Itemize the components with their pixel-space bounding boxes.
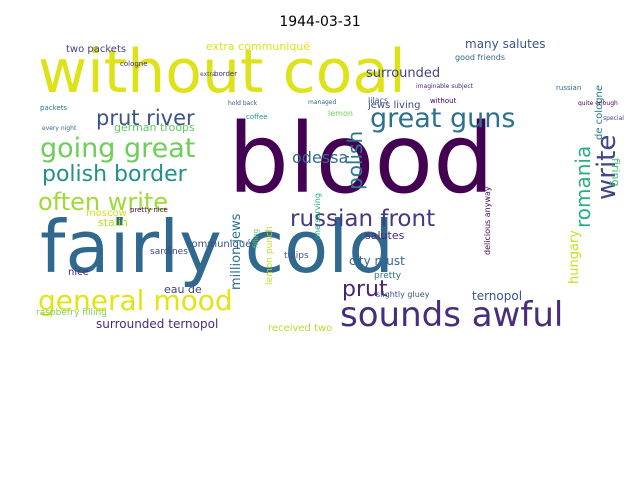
cloud-word: odessa bbox=[292, 148, 348, 167]
cloud-word: moscow bbox=[86, 208, 127, 219]
cloud-word: german troops bbox=[114, 121, 195, 134]
cloud-word: delicious anyway bbox=[483, 186, 492, 255]
cloud-word: extra communiqué bbox=[206, 40, 310, 53]
cloud-word: city must bbox=[349, 254, 405, 268]
cloud-word: lilacs bbox=[368, 96, 388, 105]
cloud-word: packets bbox=[40, 104, 67, 112]
cloud-word: write bbox=[592, 135, 622, 200]
cloud-word: eau de bbox=[164, 283, 202, 296]
cloud-word: pretty bbox=[374, 271, 402, 281]
cloud-word: every night bbox=[42, 125, 77, 132]
cloud-word: imaginable subject bbox=[416, 83, 474, 90]
cloud-word: polish bbox=[343, 131, 367, 190]
cloud-word: sardines bbox=[150, 247, 188, 257]
cloud-word: hungary bbox=[567, 230, 582, 284]
cloud-word: surrounded ternopol bbox=[96, 317, 218, 331]
cloud-word: going great bbox=[40, 133, 195, 164]
cloud-word: many salutes bbox=[465, 37, 545, 51]
cloud-word: ternopol bbox=[472, 289, 522, 303]
cloud-word: million jews bbox=[229, 213, 244, 290]
cloud-word: pretty nice bbox=[130, 206, 168, 214]
cloud-word: extra bbox=[200, 71, 216, 78]
cloud-word: great guns bbox=[370, 103, 515, 134]
cloud-word: fairly cold bbox=[40, 205, 394, 289]
cloud-word: de cologne bbox=[594, 85, 605, 140]
cloud-word: without coal bbox=[38, 37, 406, 107]
cloud-word: two packets bbox=[66, 44, 126, 55]
cloud-word: general mood bbox=[38, 284, 233, 317]
cloud-word: blood bbox=[228, 103, 494, 215]
chart-title: 1944-03-31 bbox=[279, 14, 361, 30]
cloud-word: lemon bbox=[328, 109, 353, 118]
cloud-word: jews living bbox=[367, 100, 420, 111]
cloud-word: prut bbox=[342, 277, 388, 302]
cloud-word: firing bbox=[609, 158, 622, 186]
cloud-word: slightly gluey bbox=[376, 290, 430, 299]
cloud-word: received two bbox=[268, 323, 332, 334]
cloud-word: russian bbox=[556, 84, 581, 92]
cloud-word: lemon punch bbox=[265, 226, 275, 285]
cloud-word: raspberry filling bbox=[36, 308, 107, 318]
cloud-word: cologne bbox=[120, 60, 148, 68]
cloud-word: often write bbox=[38, 188, 168, 216]
cloud-word: border bbox=[214, 70, 237, 78]
cloud-word: hold back bbox=[228, 100, 258, 107]
cloud-word: one serving bbox=[313, 193, 322, 240]
cloud-word: special bbox=[603, 115, 624, 122]
cloud-word: russian front bbox=[290, 206, 435, 232]
cloud-word: coffee bbox=[246, 113, 268, 121]
cloud-word: tulips bbox=[284, 251, 309, 261]
cloud-word: romania bbox=[571, 146, 595, 228]
cloud-word: communiqué bbox=[186, 238, 251, 250]
cloud-word: filling bbox=[252, 229, 260, 248]
cloud-word: prut river bbox=[96, 106, 195, 130]
cloud-word: polish border bbox=[42, 162, 188, 187]
cloud-word: stalin bbox=[98, 216, 128, 229]
cloud-word: quite enough bbox=[578, 100, 618, 107]
cloud-word: without bbox=[430, 97, 457, 105]
cloud-word: sounds awful bbox=[340, 295, 563, 335]
cloud-word: managed bbox=[308, 99, 337, 106]
cloud-word: surrounded bbox=[366, 66, 440, 81]
cloud-word: salutes bbox=[365, 229, 405, 242]
cloud-word: good friends bbox=[455, 53, 505, 62]
cloud-word: nice bbox=[68, 267, 89, 278]
